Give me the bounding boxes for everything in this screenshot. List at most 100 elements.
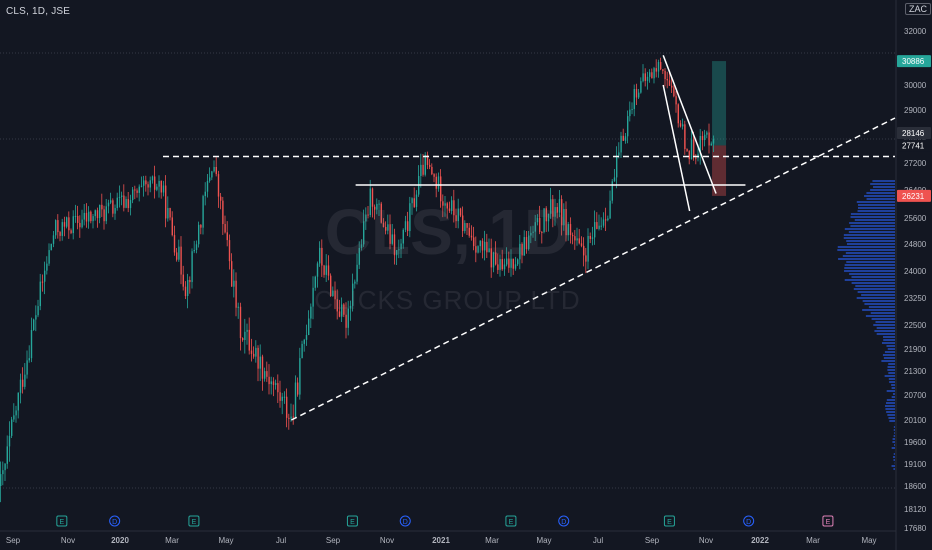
candle-body <box>143 180 145 186</box>
volume-profile-bar <box>876 327 895 329</box>
price-label-badge <box>897 127 931 140</box>
candle-body <box>484 241 486 251</box>
candle-body <box>301 343 303 359</box>
symbol-title[interactable]: CLS, 1D, JSE <box>6 6 71 17</box>
candle-body <box>433 174 435 177</box>
dividend-marker-letter: D <box>561 519 566 526</box>
candle-body <box>622 135 624 141</box>
candle-body <box>662 69 664 71</box>
candle-body <box>470 235 473 238</box>
volume-profile-bar <box>874 330 895 332</box>
candle-body <box>83 212 85 220</box>
candle-body <box>308 318 310 336</box>
candle-body <box>468 227 470 236</box>
candle-body <box>299 358 301 395</box>
candle-body <box>706 132 708 135</box>
volume-profile-bar <box>849 222 895 224</box>
candle-body <box>15 410 17 416</box>
volume-profile-bar <box>872 180 895 182</box>
volume-profile-bar <box>842 255 895 257</box>
volume-profile-bar <box>866 198 895 200</box>
earnings-marker-letter: E <box>59 519 64 526</box>
volume-profile-bar <box>844 267 895 269</box>
volume-profile-bar <box>854 219 895 221</box>
candle-body <box>35 315 37 320</box>
volume-profile-bar <box>883 357 895 359</box>
candle-body <box>33 319 35 330</box>
price-label-badge <box>897 139 931 152</box>
candle-body <box>290 416 292 419</box>
price-axis[interactable]: 3200030000290002800027200264002560024800… <box>895 0 932 550</box>
volume-profile-bar <box>892 441 895 443</box>
volume-profile-bar <box>846 261 895 263</box>
candle-body <box>338 311 341 317</box>
candle-body <box>171 217 173 236</box>
candle-body <box>671 85 673 88</box>
currency-badge[interactable]: ZAC <box>905 3 931 15</box>
volume-profile-bar <box>891 465 895 467</box>
candle-body <box>596 222 598 229</box>
candle-body <box>209 177 211 181</box>
volume-profile-bar <box>866 192 895 194</box>
trend-drawings[interactable] <box>163 55 896 421</box>
volume-profile-bar <box>843 234 895 236</box>
candle-body <box>479 240 481 247</box>
volume-profile-bar <box>851 276 895 278</box>
volume-profile-bar <box>891 387 895 389</box>
earnings-marker <box>505 515 517 527</box>
candle-body <box>17 392 19 411</box>
candle-body <box>631 109 633 111</box>
volume-profile-bar <box>865 315 895 317</box>
candle-body <box>602 219 605 226</box>
candle-body <box>220 196 222 201</box>
volume-profile-bar <box>870 189 895 191</box>
time-tick-label: Sep <box>645 536 660 545</box>
price-axis-background <box>896 0 932 550</box>
candle-body <box>264 371 266 379</box>
time-axis[interactable]: Sep Nov 2020 Mar May Jul Sep Nov 2021 Mar May Jul Se… <box>6 536 877 545</box>
candle-body <box>616 155 618 178</box>
volume-profile-bar <box>875 321 895 323</box>
candle-body <box>358 247 360 265</box>
candle-body <box>354 281 356 284</box>
candle-body <box>26 360 28 375</box>
candle-body <box>61 222 63 236</box>
candle-body <box>363 221 365 245</box>
candle-body <box>178 246 180 260</box>
candle-body <box>431 166 433 175</box>
volume-profile-bar <box>846 240 895 242</box>
candle-body <box>215 166 217 175</box>
candle-body <box>627 116 629 137</box>
candle-body <box>277 383 279 393</box>
candle-body <box>74 216 77 218</box>
candle-body <box>567 224 569 236</box>
candle-body <box>107 202 110 207</box>
candle-body <box>701 136 704 141</box>
candle-body <box>393 234 396 256</box>
candle-body <box>435 176 437 189</box>
candle-body <box>165 185 167 219</box>
candle-body <box>72 216 74 234</box>
candle-body <box>169 208 171 218</box>
volume-profile-bar <box>893 429 895 431</box>
price-label-badge <box>897 55 931 68</box>
price-tick-label: 21300 <box>904 367 927 376</box>
candle-body <box>77 216 79 223</box>
candle-body <box>193 250 195 252</box>
long-position-tool[interactable] <box>712 61 727 196</box>
candle-body <box>121 195 123 197</box>
candle-body <box>442 201 444 206</box>
candle-body <box>651 72 653 79</box>
candle-body <box>70 230 72 234</box>
candle-body <box>191 251 193 283</box>
candle-body <box>556 207 558 213</box>
symbol-ticker: CLS <box>6 6 27 17</box>
volume-profile-bar <box>857 210 895 212</box>
volume-profile-bar <box>888 417 895 419</box>
candle-body <box>116 197 118 209</box>
candle-body <box>521 243 523 256</box>
candle-body <box>200 224 202 228</box>
